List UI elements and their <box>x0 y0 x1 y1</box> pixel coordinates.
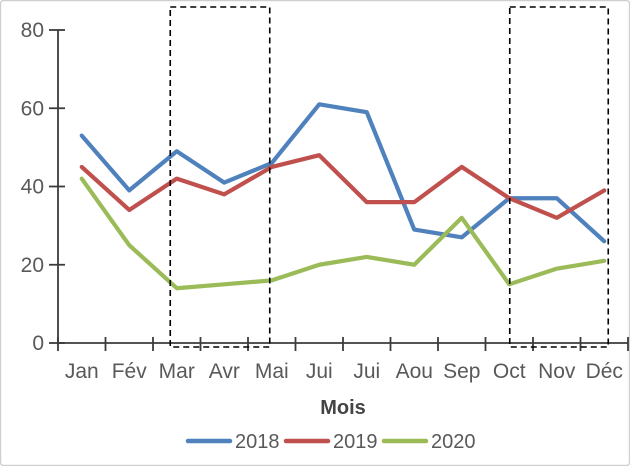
x-tick-label: Aou <box>396 360 433 383</box>
x-tick-label: Jui <box>306 360 333 383</box>
x-tick-label: Nov <box>538 360 576 383</box>
y-tick-label: 80 <box>21 19 44 42</box>
legend-label-2020: 2020 <box>431 431 476 453</box>
series-line-2019 <box>79 153 607 220</box>
y-tick-label: 0 <box>32 332 44 355</box>
legend-label-2018: 2018 <box>235 431 280 453</box>
x-tick-label: Mar <box>159 360 195 383</box>
x-tick-label: Déc <box>586 360 623 383</box>
legend-label-2019: 2019 <box>333 431 378 453</box>
y-tick-label: 40 <box>21 176 44 199</box>
x-tick-label: Jan <box>65 360 99 383</box>
series-line-2018 <box>79 102 607 244</box>
y-tick-label: 60 <box>21 97 44 120</box>
x-tick-label: Mai <box>255 360 289 383</box>
x-tick-label: Avr <box>209 360 240 383</box>
x-tick-label: Oct <box>493 360 526 383</box>
x-tick-label: Sep <box>443 360 480 383</box>
y-tick-label: 20 <box>21 254 44 277</box>
series-line-2020 <box>79 176 607 291</box>
x-axis-title: Mois <box>320 397 366 419</box>
x-tick-label: Fév <box>112 360 148 383</box>
x-tick-label: Jui <box>353 360 380 383</box>
